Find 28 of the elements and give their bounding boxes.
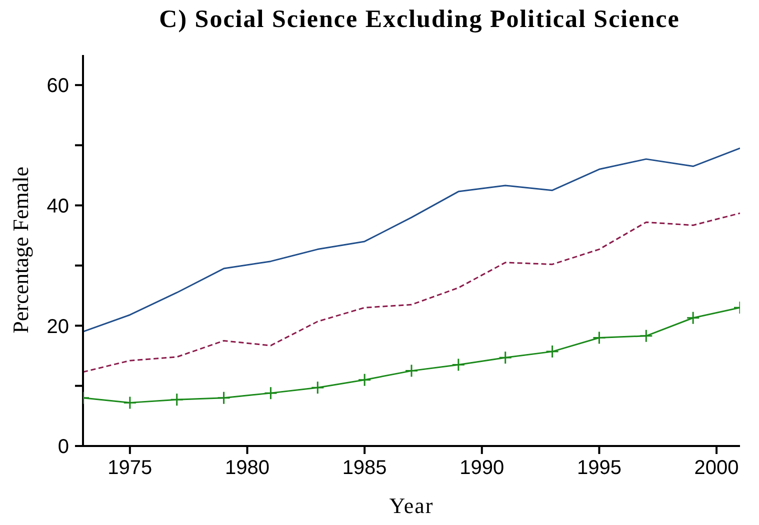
x-tick-label: 1995 bbox=[576, 457, 622, 480]
y-tick-label: 40 bbox=[46, 195, 69, 218]
point bbox=[123, 396, 137, 410]
x-tick-label: 1980 bbox=[225, 457, 270, 480]
point bbox=[546, 344, 560, 358]
line-series bbox=[83, 212, 740, 373]
chart-title: C) Social Science Excluding Political Science bbox=[158, 6, 681, 34]
point bbox=[170, 392, 184, 406]
y-tick-label: 60 bbox=[46, 75, 69, 98]
point bbox=[686, 311, 700, 325]
x-tick-label: 1985 bbox=[342, 457, 387, 480]
point bbox=[452, 358, 466, 372]
x-tick-label: 1975 bbox=[108, 457, 152, 480]
point bbox=[310, 380, 324, 394]
line-series bbox=[83, 147, 740, 332]
y-tick-label: 0 bbox=[58, 436, 69, 458]
point bbox=[264, 386, 278, 400]
x-tick-label: 1990 bbox=[460, 457, 504, 480]
point bbox=[217, 391, 231, 405]
x-axis-title: Year bbox=[388, 493, 435, 519]
y-axis-title: Percentage Female bbox=[8, 166, 34, 334]
point bbox=[404, 364, 418, 378]
point bbox=[639, 329, 653, 343]
y-tick-label: 20 bbox=[46, 316, 69, 338]
x-tick-label: 2000 bbox=[694, 457, 739, 480]
point bbox=[498, 350, 512, 364]
point bbox=[358, 373, 372, 387]
point bbox=[592, 330, 606, 344]
